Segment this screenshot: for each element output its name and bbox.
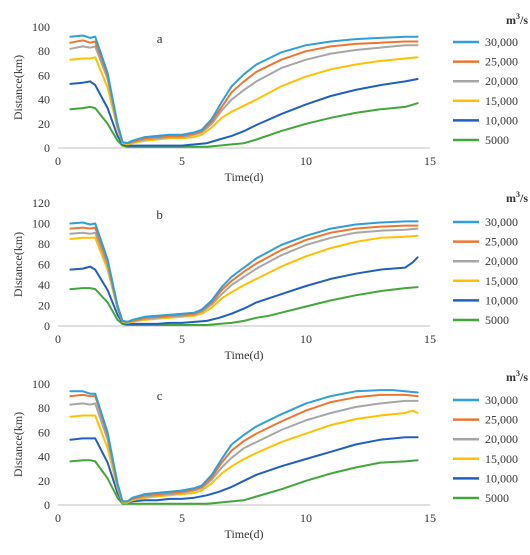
x-tick-label: 5 — [179, 332, 185, 346]
y-tick-label: 20 — [38, 299, 50, 313]
y-tick-label: 80 — [38, 44, 50, 58]
series-line-30000 — [69, 34, 419, 145]
y-tick-label: 100 — [32, 217, 50, 231]
x-tick-label: 5 — [179, 511, 185, 525]
legend-unit: m3/s — [506, 190, 528, 205]
legend-entry-label: 10,000 — [485, 471, 518, 485]
legend-entry-label: 30,000 — [485, 393, 518, 407]
panel-label: c — [157, 388, 163, 403]
y-tick-label: 60 — [38, 258, 50, 272]
panel-label: b — [156, 207, 163, 222]
series-line-20000 — [69, 44, 419, 145]
legend-entry-label: 20,000 — [485, 432, 518, 446]
x-tick-label: 0 — [55, 511, 61, 525]
legend-unit: m3/s — [506, 369, 528, 384]
x-tick-label: 10 — [300, 332, 312, 346]
series-line-5000 — [69, 459, 419, 505]
series-line-15000 — [69, 56, 419, 146]
legend-entry-label: 20,000 — [485, 254, 518, 268]
x-tick-label: 15 — [424, 154, 436, 168]
x-axis-label: Time(d) — [225, 170, 264, 184]
panel-label: a — [157, 31, 163, 46]
y-tick-label: 60 — [38, 68, 50, 82]
y-tick-label: 100 — [32, 377, 50, 391]
legend-entry-label: 20,000 — [485, 74, 518, 88]
series-line-15000 — [69, 409, 419, 504]
y-tick-label: 80 — [38, 237, 50, 251]
series-line-10000 — [69, 436, 419, 504]
x-tick-label: 5 — [179, 154, 185, 168]
y-axis-label: Distance(km) — [11, 55, 25, 120]
legend-entry-label: 5000 — [485, 313, 509, 327]
legend-entry-label: 25,000 — [485, 413, 518, 427]
y-tick-label: 40 — [38, 93, 50, 107]
x-tick-label: 10 — [300, 511, 312, 525]
series-line-5000 — [69, 102, 419, 148]
series-line-25000 — [69, 39, 419, 145]
legend-entry-label: 15,000 — [485, 274, 518, 288]
legend-entry-label: 15,000 — [485, 452, 518, 466]
series-line-30000 — [69, 389, 419, 503]
legend-entry-label: 15,000 — [485, 94, 518, 108]
legend-entry-label: 30,000 — [485, 215, 518, 229]
y-tick-label: 0 — [44, 141, 50, 155]
legend-entry-label: 30,000 — [485, 35, 518, 49]
y-tick-label: 100 — [32, 20, 50, 34]
series-line-10000 — [69, 256, 419, 325]
legend-entry-label: 25,000 — [485, 235, 518, 249]
y-tick-label: 0 — [44, 498, 50, 512]
series-line-20000 — [69, 399, 419, 503]
series-line-10000 — [69, 78, 419, 147]
x-tick-label: 15 — [424, 332, 436, 346]
panel-b: 0 20 40 60 80 100 120 0 5 10 15 Time(d) Distance(km)… — [11, 190, 528, 362]
legend-entry-label: 5000 — [485, 133, 509, 147]
panel-c: 0 20 40 60 80 100 0 5 10 15 Time(d) Distance(km) c m3… — [11, 369, 528, 541]
y-tick-label: 20 — [38, 474, 50, 488]
y-tick-label: 20 — [38, 117, 50, 131]
y-axis-label: Distance(km) — [11, 232, 25, 297]
y-axis-label: Distance(km) — [11, 412, 25, 477]
y-tick-label: 0 — [44, 319, 50, 333]
legend-unit: m3/s — [506, 12, 528, 27]
legend-entry-label: 5000 — [485, 491, 509, 505]
x-axis-label: Time(d) — [225, 348, 264, 362]
series-line-5000 — [69, 286, 419, 326]
y-tick-label: 40 — [38, 278, 50, 292]
x-tick-label: 0 — [55, 332, 61, 346]
y-tick-label: 40 — [38, 450, 50, 464]
y-tick-label: 80 — [38, 401, 50, 415]
x-axis-label: Time(d) — [225, 527, 264, 541]
legend-entry-label: 10,000 — [485, 113, 518, 127]
legend-entry-label: 25,000 — [485, 55, 518, 69]
y-tick-label: 120 — [32, 196, 50, 210]
series-line-15000 — [69, 234, 419, 324]
panel-a: 0 20 40 60 80 100 0 5 10 15 Time(d) Distance(km) a m3… — [11, 12, 528, 184]
y-tick-label: 60 — [38, 425, 50, 439]
x-tick-label: 10 — [300, 154, 312, 168]
series-line-30000 — [69, 220, 419, 323]
x-tick-label: 15 — [424, 511, 436, 525]
x-tick-label: 0 — [55, 154, 61, 168]
legend-entry-label: 10,000 — [485, 293, 518, 307]
